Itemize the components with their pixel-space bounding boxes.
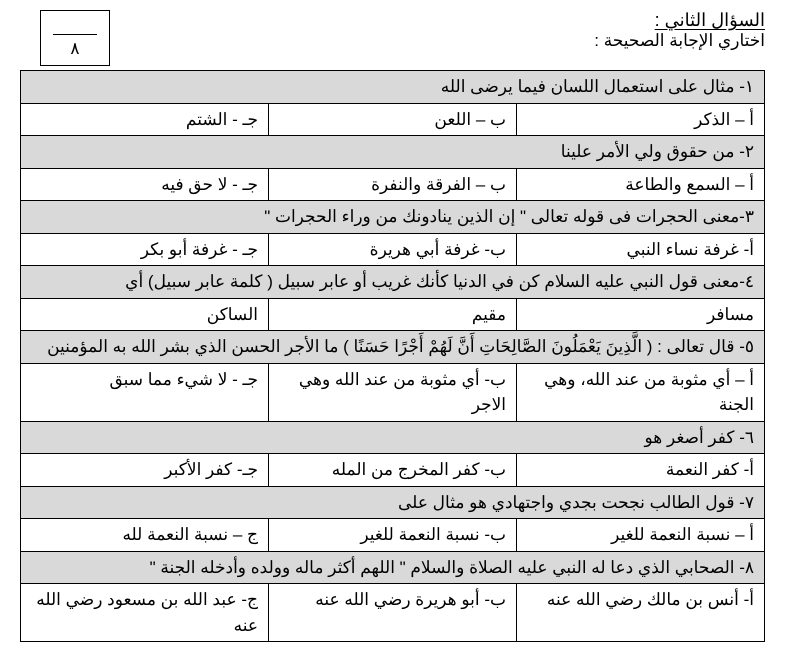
- answer-cell: ب- كفر المخرج من المله: [269, 454, 517, 487]
- answer-cell: ج – نسبة النعمة لله: [21, 519, 269, 552]
- table-row: أ – أي مثوبة من عند الله، وهي الجنةب- أي…: [21, 363, 765, 421]
- answer-cell: ب- أبو هريرة رضي الله عنه: [269, 584, 517, 642]
- question-title: السؤال الثاني :: [20, 10, 765, 31]
- question-cell: ٤-معنى قول النبي عليه السلام كن في الدني…: [21, 266, 765, 299]
- table-row: ٤-معنى قول النبي عليه السلام كن في الدني…: [21, 266, 765, 299]
- answer-cell: جـ - الشتم: [21, 103, 269, 136]
- question-cell: ٣-معنى الحجرات فى قوله تعالى " إن الذين …: [21, 201, 765, 234]
- answer-cell: مقيم: [269, 298, 517, 331]
- table-row: ١- مثال على استعمال اللسان فيما يرضى الل…: [21, 71, 765, 104]
- score-box: ٨: [40, 10, 110, 66]
- table-row: أ – نسبة النعمة للغيرب- نسبة النعمة للغي…: [21, 519, 765, 552]
- answer-cell: أ – أي مثوبة من عند الله، وهي الجنة: [517, 363, 765, 421]
- answer-cell: أ- غرفة نساء النبي: [517, 233, 765, 266]
- answer-cell: جـ - لا حق فيه: [21, 168, 269, 201]
- table-row: ٦- كفر أصغر هو: [21, 421, 765, 454]
- answer-cell: أ- أنس بن مالك رضي الله عنه: [517, 584, 765, 642]
- instruction-text: اختاري الإجابة الصحيحة :: [20, 31, 765, 51]
- answer-cell: أ – السمع والطاعة: [517, 168, 765, 201]
- table-row: أ – السمع والطاعةب – الفرقة والنفرةجـ - …: [21, 168, 765, 201]
- answer-cell: ج- عبد الله بن مسعود رضي الله عنه: [21, 584, 269, 642]
- table-row: ٣-معنى الحجرات فى قوله تعالى " إن الذين …: [21, 201, 765, 234]
- table-row: أ- غرفة نساء النبيب- غرفة أبي هريرةجـ - …: [21, 233, 765, 266]
- table-row: ٥- قال تعالى : ( الَّذِينَ يَعْمَلُونَ ا…: [21, 331, 765, 364]
- question-cell: ٧- قول الطالب نجحت بجدي واجتهادي هو مثال…: [21, 486, 765, 519]
- table-row: مسافرمقيمالساكن: [21, 298, 765, 331]
- answer-cell: جـ- كفر الأكبر: [21, 454, 269, 487]
- answer-cell: أ- كفر النعمة: [517, 454, 765, 487]
- answer-cell: أ – الذكر: [517, 103, 765, 136]
- table-row: أ- كفر النعمةب- كفر المخرج من الملهجـ- ك…: [21, 454, 765, 487]
- answer-cell: مسافر: [517, 298, 765, 331]
- table-row: ٧- قول الطالب نجحت بجدي واجتهادي هو مثال…: [21, 486, 765, 519]
- score-denominator: ٨: [41, 39, 109, 59]
- mcq-table: ١- مثال على استعمال اللسان فيما يرضى الل…: [20, 70, 765, 642]
- answer-cell: ب – اللعن: [269, 103, 517, 136]
- answer-cell: أ – نسبة النعمة للغير: [517, 519, 765, 552]
- question-cell: ٦- كفر أصغر هو: [21, 421, 765, 454]
- answer-cell: ب- غرفة أبي هريرة: [269, 233, 517, 266]
- answer-cell: ب – الفرقة والنفرة: [269, 168, 517, 201]
- answer-cell: ب- أي مثوبة من عند الله وهي الاجر: [269, 363, 517, 421]
- table-row: ٢- من حقوق ولي الأمر علينا: [21, 136, 765, 169]
- question-cell: ٥- قال تعالى : ( الَّذِينَ يَعْمَلُونَ ا…: [21, 331, 765, 364]
- answer-cell: الساكن: [21, 298, 269, 331]
- answer-cell: ب- نسبة النعمة للغير: [269, 519, 517, 552]
- question-cell: ١- مثال على استعمال اللسان فيما يرضى الل…: [21, 71, 765, 104]
- answer-cell: جـ - غرفة أبو بكر: [21, 233, 269, 266]
- table-row: أ – الذكرب – اللعنجـ - الشتم: [21, 103, 765, 136]
- question-cell: ٨- الصحابي الذي دعا له النبي عليه الصلاة…: [21, 551, 765, 584]
- question-cell: ٢- من حقوق ولي الأمر علينا: [21, 136, 765, 169]
- answer-cell: جـ - لا شيء مما سبق: [21, 363, 269, 421]
- table-row: أ- أنس بن مالك رضي الله عنهب- أبو هريرة …: [21, 584, 765, 642]
- table-row: ٨- الصحابي الذي دعا له النبي عليه الصلاة…: [21, 551, 765, 584]
